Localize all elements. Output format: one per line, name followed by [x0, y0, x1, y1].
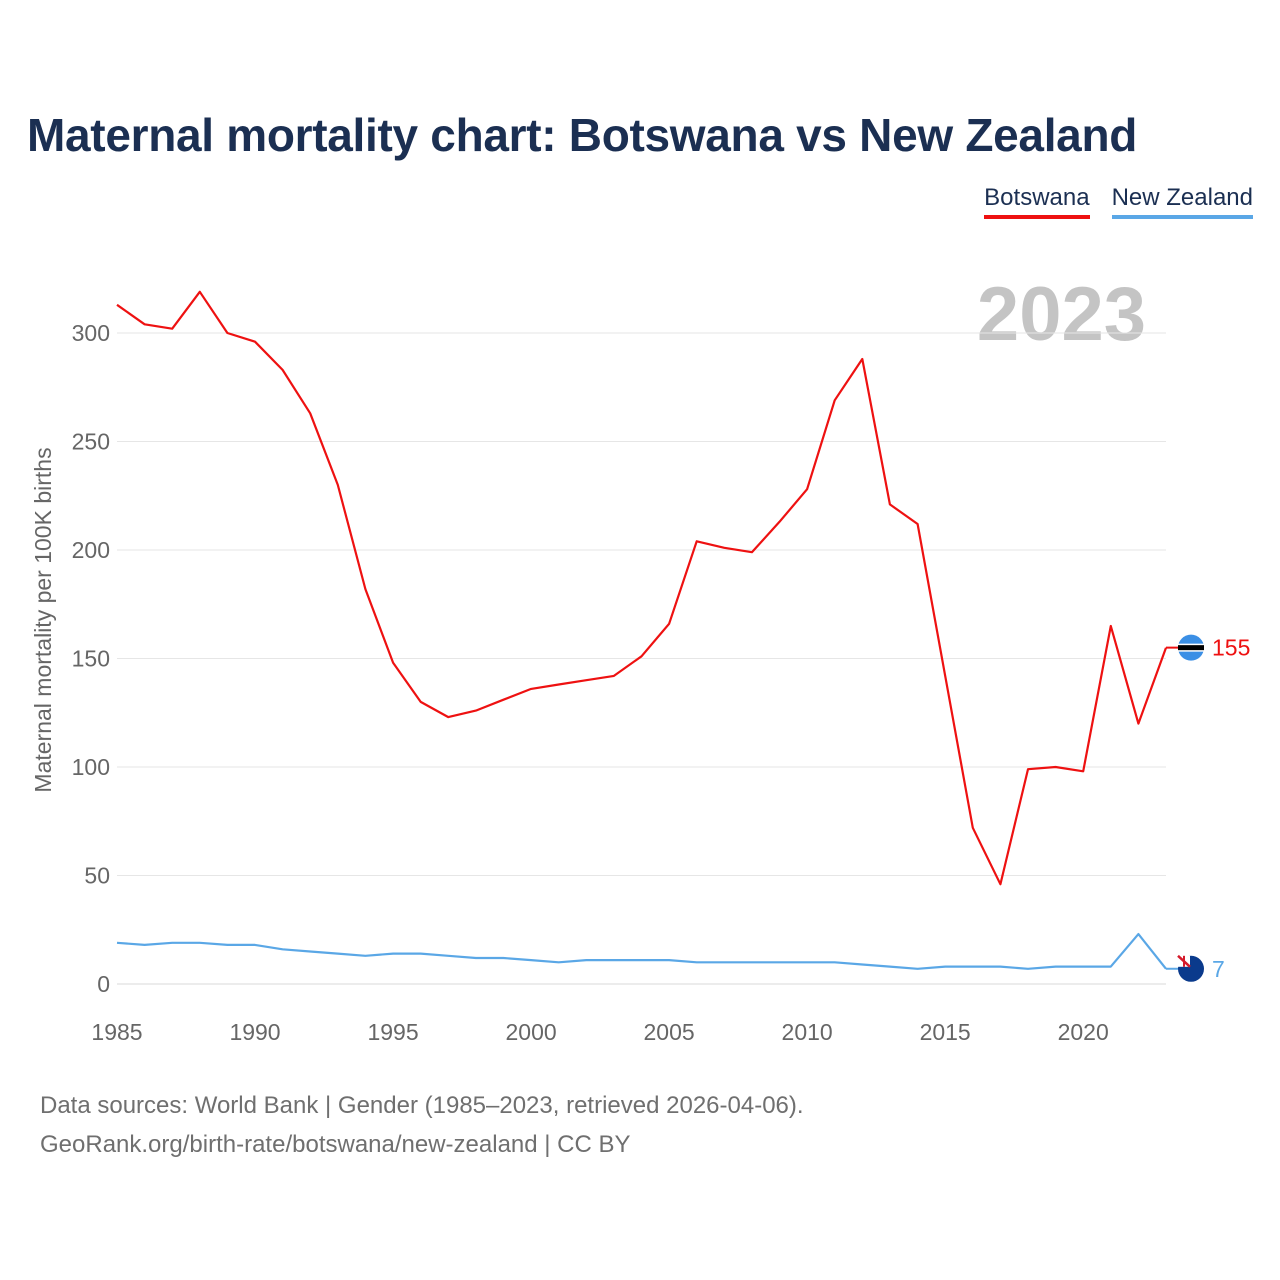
y-tick-label-100: 100: [72, 754, 110, 780]
page-title: Maternal mortality chart: Botswana vs Ne…: [27, 109, 1138, 161]
source-note: Data sources: World Bank | Gender (1985–…: [40, 1086, 804, 1164]
chart-legend: Botswana New Zealand: [984, 184, 1253, 219]
botswana-flag-black-band: [1178, 645, 1204, 651]
series-line-botswana: [116, 290, 1168, 886]
x-tick-label-2000: 2000: [505, 1019, 556, 1045]
x-tick-label-2020: 2020: [1058, 1019, 1109, 1045]
line-chart: 2023 0 50 100 150 200 250 300 1985 1990 1995 2000 20…: [30, 272, 1250, 1045]
x-tick-label-1990: 1990: [229, 1019, 280, 1045]
y-tick-label-300: 300: [72, 320, 110, 346]
x-tick-label-2015: 2015: [920, 1019, 971, 1045]
x-tick-label-1985: 1985: [91, 1019, 142, 1045]
y-tick-label-200: 200: [72, 537, 110, 563]
legend-item-botswana[interactable]: Botswana: [984, 184, 1090, 219]
x-tick-label-1995: 1995: [367, 1019, 418, 1045]
y-tick-label-150: 150: [72, 646, 110, 672]
legend-item-new-zealand[interactable]: New Zealand: [1111, 184, 1253, 219]
source-line-1: Data sources: World Bank | Gender (1985–…: [40, 1092, 804, 1119]
series-line-new-zealand: [116, 932, 1167, 970]
y-tick-label-50: 50: [84, 863, 110, 889]
x-tick-label-2005: 2005: [644, 1019, 695, 1045]
x-tick-label-2010: 2010: [782, 1019, 833, 1045]
year-watermark: 2023: [977, 272, 1146, 357]
series-end-label-new-zealand: 7: [1212, 956, 1225, 982]
y-axis-label: Maternal mortality per 100K births: [30, 447, 56, 792]
source-line-2: GeoRank.org/birth-rate/botswana/new-zeal…: [40, 1131, 631, 1158]
y-tick-label-250: 250: [72, 429, 110, 455]
series-end-label-botswana: 155: [1212, 635, 1250, 661]
y-tick-label-0: 0: [97, 971, 110, 997]
